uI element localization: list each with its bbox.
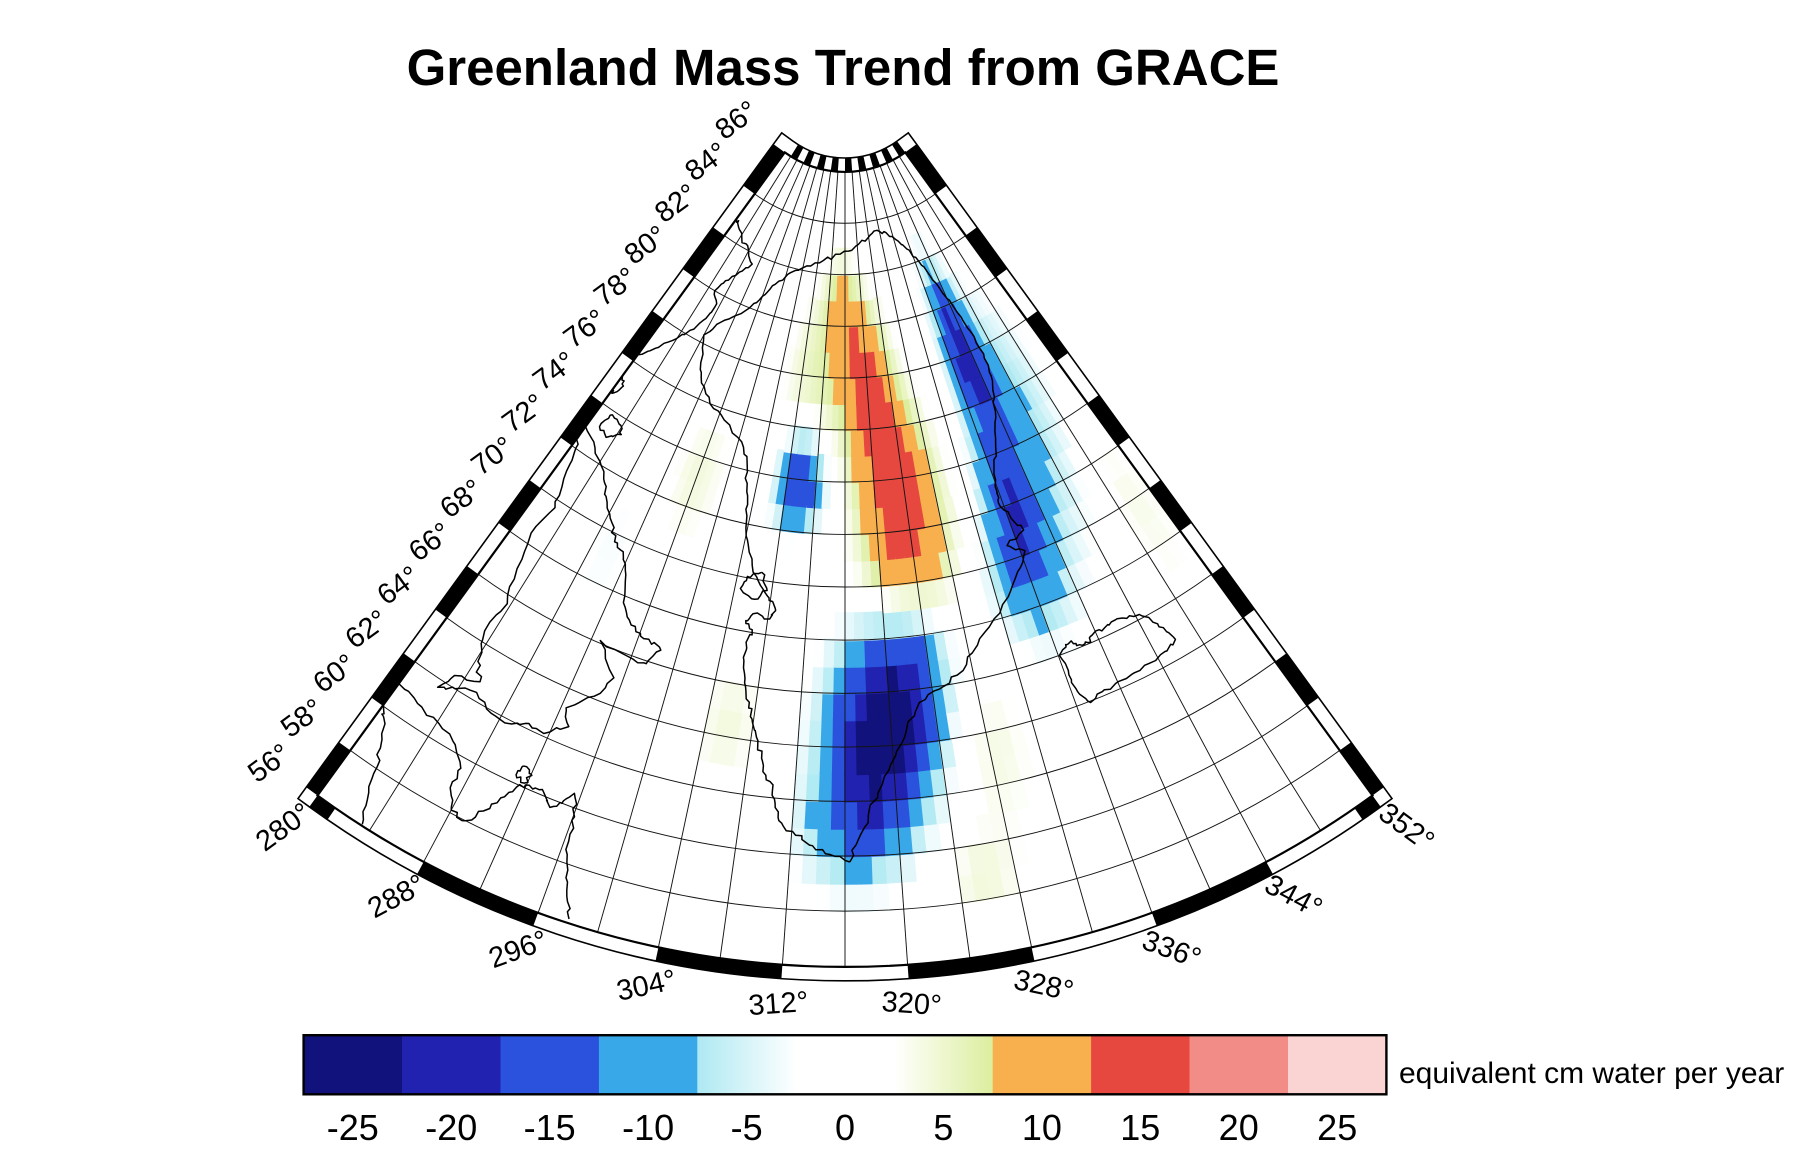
svg-text:Greenland Mass Trend from GRAC: Greenland Mass Trend from GRACE: [407, 39, 1280, 96]
svg-text:312°: 312°: [747, 986, 809, 1022]
svg-text:10: 10: [1022, 1107, 1062, 1148]
svg-text:-5: -5: [731, 1107, 763, 1148]
svg-text:20: 20: [1219, 1107, 1259, 1148]
svg-text:5: 5: [933, 1107, 953, 1148]
svg-text:-15: -15: [524, 1107, 576, 1148]
svg-text:0: 0: [835, 1107, 855, 1148]
svg-text:-20: -20: [425, 1107, 477, 1148]
svg-text:equivalent cm water per year: equivalent cm water per year: [1399, 1057, 1784, 1090]
svg-text:-25: -25: [327, 1107, 379, 1148]
svg-text:15: 15: [1120, 1107, 1160, 1148]
svg-text:25: 25: [1317, 1107, 1357, 1148]
svg-text:320°: 320°: [881, 986, 943, 1022]
svg-text:-10: -10: [622, 1107, 674, 1148]
